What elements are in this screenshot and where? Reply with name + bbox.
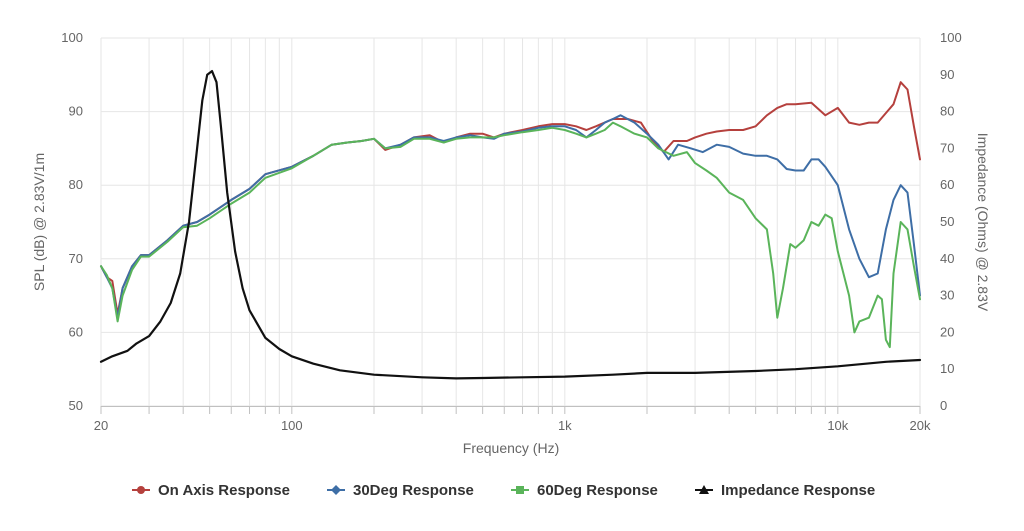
- legend-circle-marker: [137, 486, 145, 494]
- left-axis-tick-label: 90: [69, 104, 83, 119]
- right-axis-tick-label: 0: [940, 398, 947, 413]
- series-layer: [99, 70, 922, 380]
- impedance-response-line: [99, 70, 922, 380]
- x-axis-tick-label: 20: [94, 418, 108, 433]
- on-axis-response-line: [100, 81, 921, 315]
- right-axis-tick-label: 50: [940, 214, 954, 229]
- right-axis-tick-label: 90: [940, 67, 954, 82]
- x-axis-tick-label: 100: [281, 418, 303, 433]
- right-axis-tick-label: 40: [940, 251, 954, 266]
- right-axis-tick-label: 100: [940, 30, 962, 45]
- x-axis: 20 100 1k 10k 20k: [94, 406, 931, 433]
- x-axis-tick-label: 20k: [910, 418, 931, 433]
- x-axis-title: Frequency (Hz): [463, 440, 559, 456]
- legend-diamond-marker: [331, 485, 341, 495]
- right-axis-tick-label: 30: [940, 288, 954, 303]
- legend-label: Impedance Response: [721, 482, 875, 499]
- left-axis-tick-labels: 50 60 70 80 90 100: [61, 30, 83, 413]
- legend-triangle-marker: [699, 485, 709, 494]
- 30deg-response-line: [100, 114, 921, 319]
- left-axis-tick-label: 80: [69, 177, 83, 192]
- left-axis-title: SPL (dB) @ 2.83V/1m: [31, 153, 47, 291]
- right-axis-tick-label: 20: [940, 324, 954, 339]
- legend-label: On Axis Response: [158, 482, 290, 499]
- legend: On Axis Response 30Deg Response 60Deg Resp…: [132, 482, 875, 499]
- right-axis-tick-label: 70: [940, 140, 954, 155]
- left-axis-tick-label: 50: [69, 398, 83, 413]
- x-axis-tick-label: 1k: [558, 418, 572, 433]
- left-axis-tick-label: 100: [61, 30, 83, 45]
- right-axis-tick-label: 10: [940, 361, 954, 376]
- legend-square-marker: [516, 486, 524, 494]
- right-axis-title: Impedance (Ohms) @ 2.83V: [975, 133, 991, 312]
- right-axis-tick-label: 80: [940, 104, 954, 119]
- left-axis-tick-label: 60: [69, 324, 83, 339]
- legend-label: 60Deg Response: [537, 482, 658, 499]
- right-axis-tick-labels: 0 10 20 30 40 50 60 70 80 90 100: [940, 30, 962, 413]
- legend-label: 30Deg Response: [353, 482, 474, 499]
- grid-lines: [100, 37, 921, 407]
- right-axis-tick-label: 60: [940, 177, 954, 192]
- left-axis-tick-label: 70: [69, 251, 83, 266]
- x-axis-tick-label: 10k: [827, 418, 848, 433]
- 60deg-response-line: [100, 121, 921, 349]
